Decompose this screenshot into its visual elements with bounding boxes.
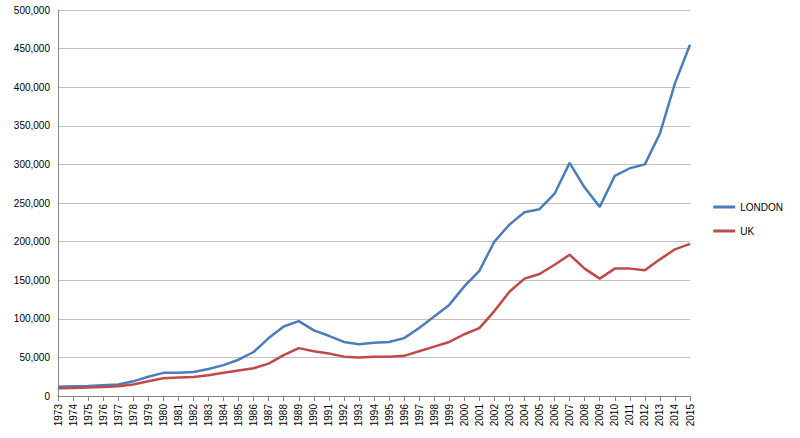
- svg-text:1975: 1975: [83, 404, 94, 427]
- svg-text:1977: 1977: [113, 404, 124, 427]
- svg-text:1991: 1991: [323, 404, 334, 427]
- svg-text:500,000: 500,000: [14, 5, 51, 16]
- svg-text:2003: 2003: [504, 404, 515, 427]
- svg-text:1999: 1999: [444, 404, 455, 427]
- svg-text:1995: 1995: [384, 404, 395, 427]
- svg-text:UK: UK: [740, 226, 754, 237]
- svg-text:LONDON: LONDON: [740, 202, 783, 213]
- svg-text:2008: 2008: [579, 404, 590, 427]
- svg-text:2012: 2012: [639, 404, 650, 427]
- svg-text:1990: 1990: [308, 404, 319, 427]
- svg-text:2010: 2010: [609, 404, 620, 427]
- svg-text:1998: 1998: [429, 404, 440, 427]
- svg-text:0: 0: [44, 391, 50, 402]
- svg-text:2000: 2000: [459, 404, 470, 427]
- svg-text:450,000: 450,000: [14, 43, 51, 54]
- svg-text:2014: 2014: [669, 404, 680, 427]
- svg-text:2006: 2006: [549, 404, 560, 427]
- svg-text:1980: 1980: [158, 404, 169, 427]
- svg-text:2015: 2015: [685, 404, 696, 427]
- svg-text:50,000: 50,000: [19, 352, 50, 363]
- svg-text:300,000: 300,000: [14, 159, 51, 170]
- svg-text:1988: 1988: [278, 404, 289, 427]
- svg-text:1978: 1978: [128, 404, 139, 427]
- svg-text:1997: 1997: [414, 404, 425, 427]
- svg-text:100,000: 100,000: [14, 313, 51, 324]
- svg-text:1996: 1996: [399, 404, 410, 427]
- svg-text:150,000: 150,000: [14, 275, 51, 286]
- svg-text:1973: 1973: [53, 404, 64, 427]
- svg-text:1994: 1994: [369, 404, 380, 427]
- svg-text:1984: 1984: [218, 404, 229, 427]
- svg-text:2009: 2009: [594, 404, 605, 427]
- svg-text:2011: 2011: [624, 404, 635, 426]
- svg-text:2001: 2001: [474, 404, 485, 427]
- svg-text:1983: 1983: [203, 404, 214, 427]
- svg-text:1985: 1985: [233, 404, 244, 427]
- svg-text:2004: 2004: [519, 404, 530, 427]
- svg-text:1992: 1992: [338, 404, 349, 427]
- svg-text:1979: 1979: [143, 404, 154, 427]
- svg-text:2013: 2013: [654, 404, 665, 427]
- svg-text:2005: 2005: [534, 404, 545, 427]
- svg-text:2002: 2002: [489, 404, 500, 427]
- svg-text:1989: 1989: [293, 404, 304, 427]
- svg-text:1986: 1986: [248, 404, 259, 427]
- svg-text:350,000: 350,000: [14, 120, 51, 131]
- svg-text:2007: 2007: [564, 404, 575, 427]
- svg-text:1982: 1982: [188, 404, 199, 427]
- svg-text:1993: 1993: [353, 404, 364, 427]
- svg-text:1987: 1987: [263, 404, 274, 427]
- svg-text:1976: 1976: [98, 404, 109, 427]
- svg-text:200,000: 200,000: [14, 236, 51, 247]
- svg-text:1974: 1974: [68, 404, 79, 427]
- svg-text:400,000: 400,000: [14, 82, 51, 93]
- svg-text:1981: 1981: [173, 404, 184, 427]
- svg-text:250,000: 250,000: [14, 198, 51, 209]
